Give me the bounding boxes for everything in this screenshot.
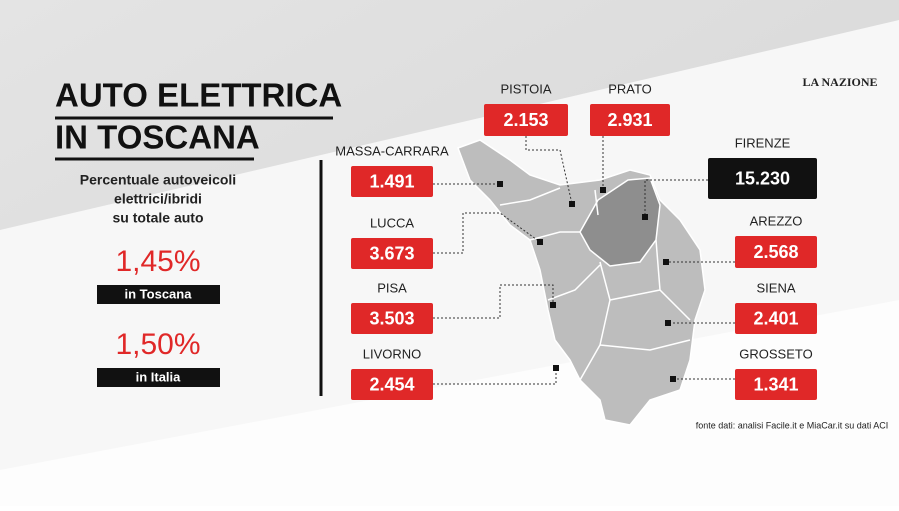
province-name: LUCCA bbox=[370, 215, 414, 230]
province-name: SIENA bbox=[756, 280, 795, 295]
stat-label: in Italia bbox=[136, 369, 182, 384]
province-value: 2.454 bbox=[369, 374, 414, 394]
value-box bbox=[735, 303, 817, 334]
value-box bbox=[708, 158, 817, 199]
title: AUTO ELETTRICA IN TOSCANA bbox=[55, 77, 342, 161]
leader-line bbox=[644, 179, 708, 217]
source: fonte dati: analisi Facile.it e MiaCar.i… bbox=[696, 420, 889, 430]
province-value: 1.341 bbox=[753, 374, 798, 394]
subtitle-line: Percentuale autoveicoli bbox=[80, 172, 236, 188]
subtitle: Percentuale autoveicoli elettrici/ibridi… bbox=[80, 172, 236, 226]
province-name: MASSA-CARRARA bbox=[335, 143, 449, 158]
leader-line bbox=[433, 368, 557, 385]
subtitle-line: elettrici/ibridi bbox=[114, 191, 202, 207]
province-labels: PISTOIA 2.153 PRATO 2.931 MASSA-CARRARA 1.491… bbox=[335, 81, 817, 400]
location-marker bbox=[642, 214, 648, 220]
value-box bbox=[590, 104, 670, 136]
province-name: PISTOIA bbox=[500, 81, 551, 96]
value-box bbox=[484, 104, 568, 136]
location-marker bbox=[569, 201, 575, 207]
location-marker bbox=[537, 239, 543, 245]
stat-label-bar bbox=[97, 368, 220, 387]
stat-value: 1,45% bbox=[115, 245, 200, 278]
location-marker bbox=[553, 365, 559, 371]
province-value: 2.931 bbox=[607, 110, 652, 130]
province-name: PRATO bbox=[608, 81, 652, 96]
map bbox=[457, 139, 706, 426]
province-name: AREZZO bbox=[750, 213, 803, 228]
province-name: FIRENZE bbox=[735, 135, 791, 150]
province-value: 2.401 bbox=[753, 308, 798, 328]
value-box bbox=[351, 369, 433, 400]
stat-label-bar bbox=[97, 285, 220, 304]
title-line: IN TOSCANA bbox=[55, 119, 260, 156]
location-marker bbox=[497, 181, 503, 187]
province-name: GROSSETO bbox=[739, 346, 812, 361]
province-value: 3.673 bbox=[369, 243, 414, 263]
province-name: LIVORNO bbox=[363, 346, 422, 361]
stat-label: in Toscana bbox=[125, 286, 193, 301]
leader-line bbox=[433, 212, 541, 254]
location-marker bbox=[600, 187, 606, 193]
province-value: 2.153 bbox=[503, 110, 548, 130]
location-marker bbox=[670, 376, 676, 382]
value-box bbox=[735, 236, 817, 268]
province-name: PISA bbox=[377, 280, 407, 295]
value-box bbox=[351, 238, 433, 269]
location-marker bbox=[663, 259, 669, 265]
location-marker bbox=[665, 320, 671, 326]
value-box bbox=[351, 166, 433, 197]
title-line: AUTO ELETTRICA bbox=[55, 77, 342, 114]
value-box bbox=[351, 303, 433, 334]
location-marker bbox=[550, 302, 556, 308]
province-value: 15.230 bbox=[735, 168, 790, 188]
value-box bbox=[735, 369, 817, 400]
province-value: 2.568 bbox=[753, 242, 798, 262]
brand: LA NAZIONE bbox=[802, 75, 877, 89]
province-borders bbox=[499, 187, 691, 381]
province-value: 1.491 bbox=[369, 171, 414, 191]
leader-line bbox=[433, 284, 554, 319]
province-value: 3.503 bbox=[369, 308, 414, 328]
subtitle-line: su totale auto bbox=[112, 210, 203, 226]
stat-value: 1,50% bbox=[115, 328, 200, 361]
firenze-shape bbox=[579, 177, 661, 267]
